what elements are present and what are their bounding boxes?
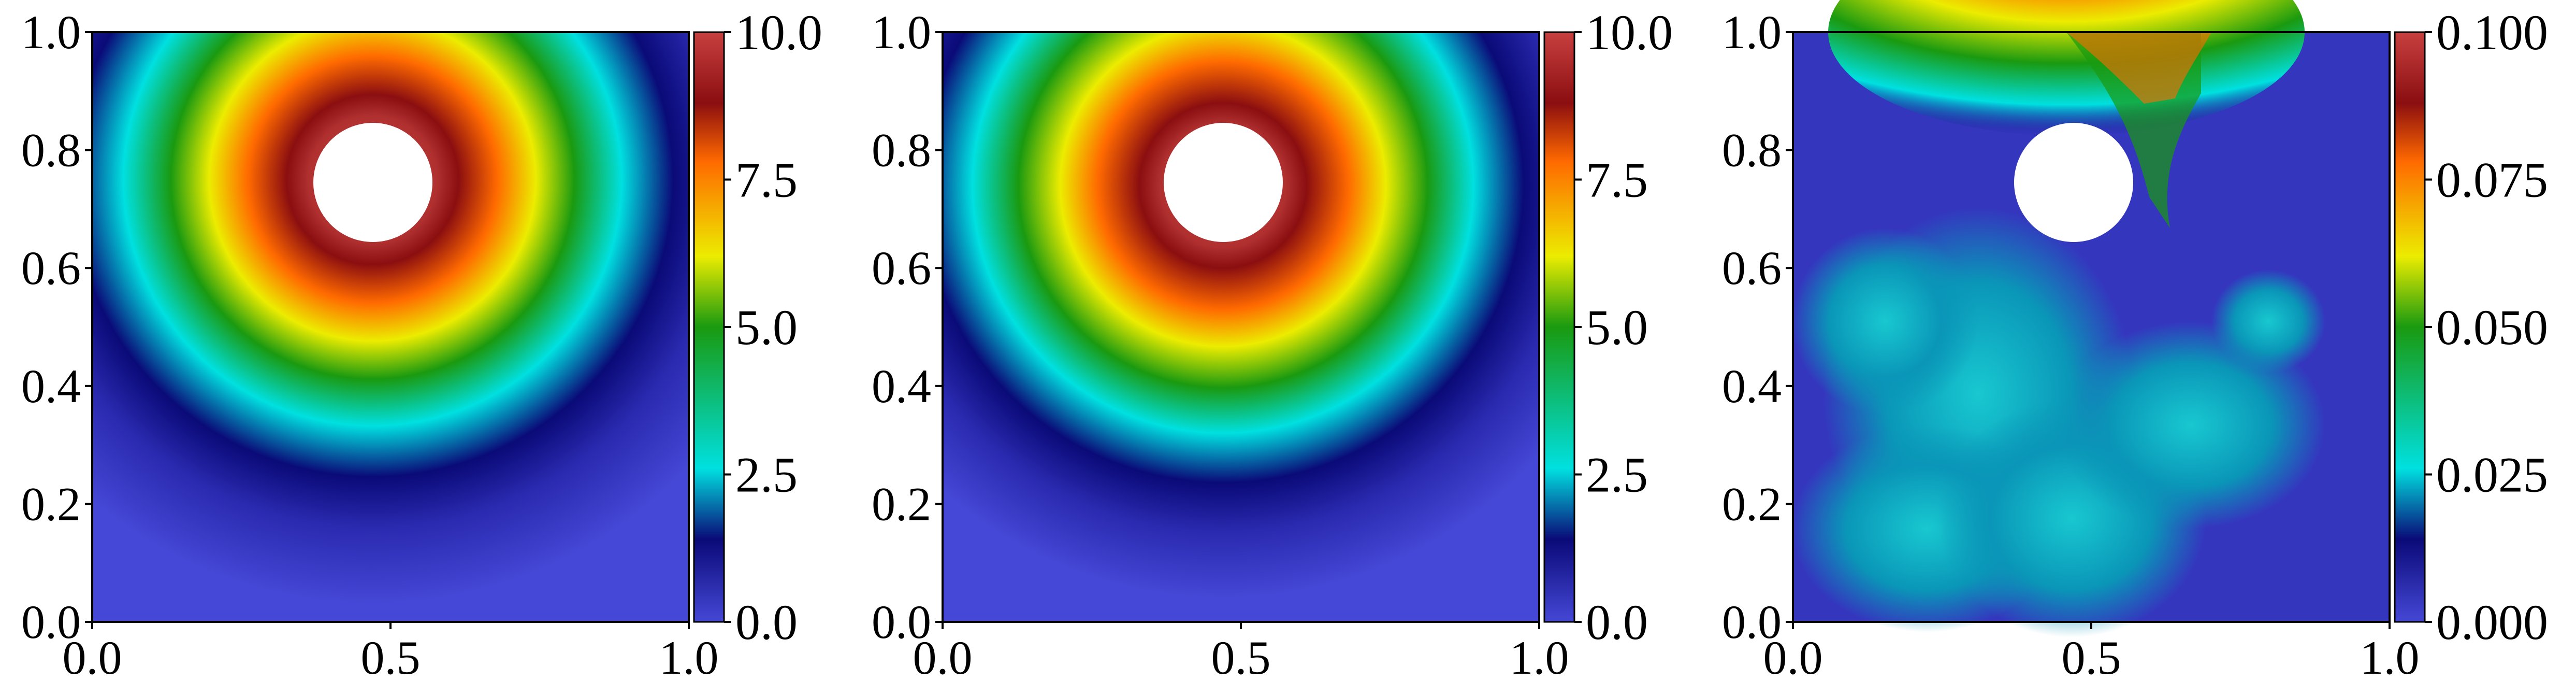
- obstacle-circle: [313, 123, 432, 242]
- x-tick-label: 0.0: [913, 631, 973, 684]
- heatmap-3: [1792, 0, 2390, 637]
- colorbar-tick-label: 0.050: [2436, 300, 2548, 355]
- x-tick-label: 0.5: [361, 631, 421, 684]
- y-tick-label: 0.0: [1722, 595, 1782, 648]
- x-tick-label: 1.0: [2360, 631, 2420, 684]
- panel-1: 0.0 0.2 0.4 0.6 0.8 1.0 0.0 0.5 1.0 0.0 2.5 5.0 7.…: [21, 5, 822, 684]
- obstacle-circle: [2014, 123, 2133, 242]
- y-tick-label: 0.0: [21, 595, 81, 648]
- y-tick-label: 1.0: [21, 6, 81, 59]
- y-tick-label: 0.2: [872, 477, 931, 530]
- colorbar-tick-label: 0.0: [735, 594, 798, 650]
- colorbar-tick-label: 5.0: [1586, 300, 1648, 355]
- x-tick-label: 0.0: [63, 631, 122, 684]
- colorbar-1: 0.0 2.5 5.0 7.5 10.0: [693, 5, 822, 650]
- colorbar-tick-label: 7.5: [1586, 152, 1648, 208]
- y-tick-label: 0.4: [872, 360, 931, 413]
- panel-2: 0.0 0.2 0.4 0.6 0.8 1.0 0.0 0.5 1.0 0.0 2.5 5.0 7.…: [872, 5, 1673, 684]
- y-tick-label: 0.8: [21, 124, 81, 177]
- colorbar-tick-label: 0.025: [2436, 447, 2548, 503]
- x-tick-label: 0.5: [1211, 631, 1271, 684]
- x-tick-label: 0.0: [1763, 631, 1823, 684]
- colorbar-tick-label: 0.100: [2436, 5, 2548, 60]
- y-tick-label: 0.6: [872, 242, 931, 294]
- heatmap-2: [943, 32, 1539, 622]
- colorbar-tick-label: 2.5: [735, 447, 798, 503]
- colorbar-tick-label: 0.075: [2436, 152, 2548, 208]
- x-tick-label: 1.0: [659, 631, 719, 684]
- colorbar-2: 0.0 2.5 5.0 7.5 10.0: [1543, 5, 1673, 650]
- colorbar-3: 0.000 0.025 0.050 0.075 0.100: [2394, 5, 2548, 650]
- y-tick-label: 0.2: [1722, 477, 1782, 530]
- colorbar-tick-label: 5.0: [735, 300, 798, 355]
- y-tick-label: 0.8: [872, 124, 931, 177]
- y-tick-label: 1.0: [872, 6, 931, 59]
- colorbar-tick-label: 0.0: [1586, 594, 1648, 650]
- y-tick-label: 0.4: [21, 360, 81, 413]
- y-tick-label: 0.2: [21, 477, 81, 530]
- colorbar-tick-label: 0.000: [2436, 594, 2548, 650]
- y-tick-label: 1.0: [1722, 6, 1782, 59]
- y-tick-label: 0.0: [872, 595, 931, 648]
- colorbar-tick-label: 2.5: [1586, 447, 1648, 503]
- x-tick-label: 0.5: [2062, 631, 2121, 684]
- panel-3: 0.00.20.40.60.81.0 0.0 0.5 1.0 0.0000.0250…: [1722, 0, 2548, 684]
- y-tick-label: 0.6: [21, 242, 81, 294]
- y-tick-label: 0.6: [1722, 242, 1782, 294]
- colorbar-tick-label: 10.0: [1586, 5, 1673, 60]
- obstacle-circle: [1164, 123, 1283, 242]
- y-tick-label: 0.8: [1722, 124, 1782, 177]
- y-tick-label: 0.4: [1722, 360, 1782, 413]
- x-tick-label: 1.0: [1510, 631, 1569, 684]
- colorbar-tick-label: 10.0: [735, 5, 822, 60]
- colorbar-tick-label: 7.5: [735, 152, 798, 208]
- heatmap-1: [92, 32, 689, 622]
